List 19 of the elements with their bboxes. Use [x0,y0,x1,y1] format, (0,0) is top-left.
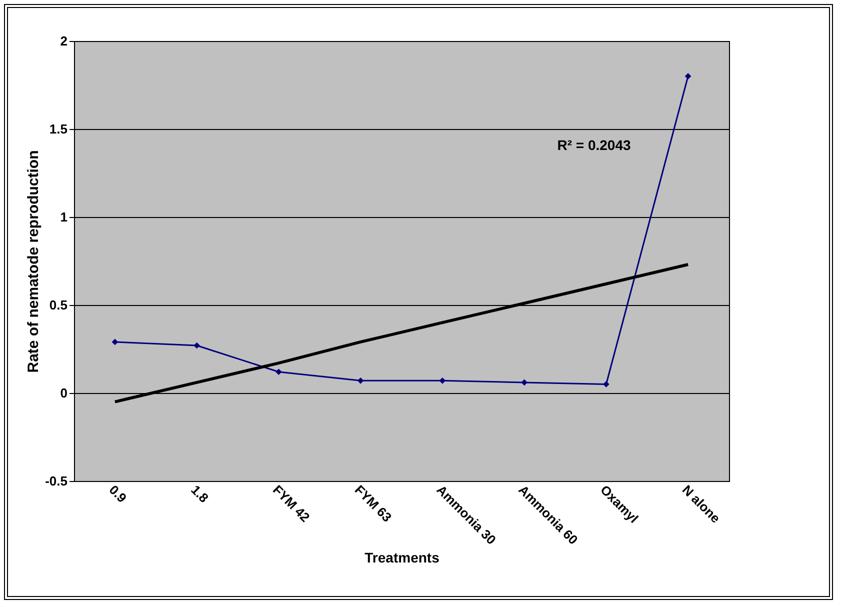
point [684,73,692,80]
y-tick-label: 0 [60,386,68,400]
point [439,378,446,384]
y-tick-label: -0.5 [45,474,68,488]
y-tick-label: 1.5 [49,122,68,136]
x-axis-title: Treatments [364,549,440,566]
y-tick-label: 2 [60,34,68,48]
point [112,338,118,346]
point [603,381,610,388]
point [194,342,200,349]
annotation: R² = 0.2043 [557,137,631,153]
x-tick-label: 0.9 [106,482,130,506]
point [276,368,282,376]
point [521,379,528,386]
y-tick-label: 1 [60,210,68,224]
y-axis-title: Rate of nematode reproduction [25,150,42,373]
x-tick-label: 1.8 [188,482,212,506]
point [357,378,364,384]
y-tick-label: 0.5 [49,298,68,312]
